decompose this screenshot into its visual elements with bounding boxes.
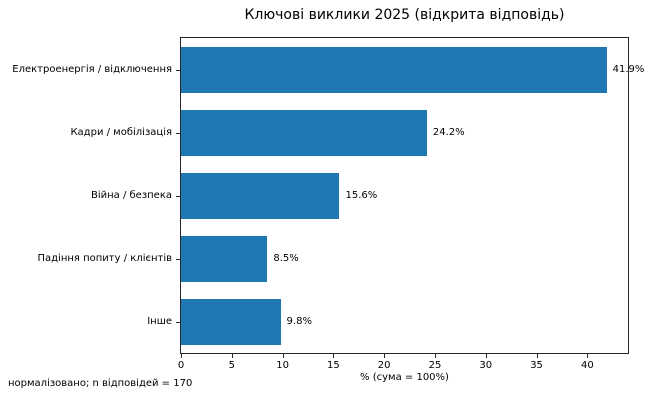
x-tick-label: 0 xyxy=(177,360,185,371)
y-tick-mark xyxy=(176,195,180,197)
x-tick-label: 40 xyxy=(580,360,594,371)
bar xyxy=(181,172,340,219)
x-tick-label: 20 xyxy=(377,360,391,371)
bar xyxy=(181,298,281,345)
x-tick-mark xyxy=(333,354,335,358)
x-tick-mark xyxy=(181,354,182,358)
x-tick-mark xyxy=(384,354,386,358)
bar xyxy=(181,109,427,156)
bar-value-label: 24.2% xyxy=(432,126,465,138)
chart-title: Ключові виклики 2025 (відкрита відповідь… xyxy=(244,7,565,23)
plot-area: 41.9% 24.2% 15.6% 8.5% 9.8% xyxy=(180,37,644,354)
x-tick-label: 5 xyxy=(228,360,235,371)
x-tick-mark xyxy=(485,354,487,358)
y-tick-mark xyxy=(176,258,180,260)
category-label: Електроенергія / відключення xyxy=(12,63,172,75)
category-label: Падіння попиту / клієнтів xyxy=(37,252,172,264)
bar xyxy=(181,46,607,93)
y-tick-mark xyxy=(176,69,180,71)
x-tick-mark xyxy=(231,354,233,358)
bar xyxy=(181,235,268,282)
x-axis-label: % (сума = 100%) xyxy=(360,372,449,383)
bar-value-label: 15.6% xyxy=(345,189,378,201)
x-tick-label: 35 xyxy=(530,360,543,371)
x-tick-mark xyxy=(587,354,589,358)
category-label: Війна / безпека xyxy=(90,189,172,201)
x-tick-label: 30 xyxy=(479,360,493,371)
bar-value-label: 41.9% xyxy=(612,63,645,75)
x-tick-label: 15 xyxy=(327,360,340,371)
footnote: нормалізовано; n відповідей = 170 xyxy=(8,378,193,389)
category-label: Інше xyxy=(147,315,172,327)
x-tick-mark xyxy=(536,354,538,358)
bar-value-label: 9.8% xyxy=(286,315,312,327)
y-tick-mark xyxy=(176,321,180,323)
x-tick-label: 25 xyxy=(428,360,442,371)
x-tick-mark xyxy=(434,354,436,358)
bar-value-label: 8.5% xyxy=(273,252,299,264)
x-tick-mark xyxy=(282,354,284,358)
category-label: Кадри / мобілізація xyxy=(70,126,172,138)
y-tick-mark xyxy=(176,132,180,134)
x-tick-label: 10 xyxy=(276,360,289,371)
